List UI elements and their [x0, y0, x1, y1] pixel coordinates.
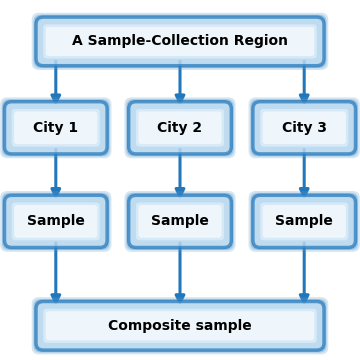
FancyBboxPatch shape	[32, 13, 328, 70]
FancyBboxPatch shape	[126, 193, 234, 250]
FancyBboxPatch shape	[36, 302, 324, 350]
FancyBboxPatch shape	[33, 14, 327, 68]
Text: Sample: Sample	[151, 215, 209, 228]
FancyBboxPatch shape	[248, 191, 360, 252]
FancyBboxPatch shape	[136, 202, 224, 240]
FancyBboxPatch shape	[262, 111, 346, 144]
FancyBboxPatch shape	[260, 202, 348, 240]
FancyBboxPatch shape	[262, 205, 346, 238]
FancyBboxPatch shape	[2, 99, 110, 156]
FancyBboxPatch shape	[126, 99, 234, 156]
FancyBboxPatch shape	[46, 311, 314, 341]
FancyBboxPatch shape	[33, 299, 327, 353]
FancyBboxPatch shape	[32, 297, 328, 354]
FancyBboxPatch shape	[136, 109, 224, 147]
FancyBboxPatch shape	[43, 24, 317, 58]
FancyBboxPatch shape	[253, 102, 355, 154]
FancyBboxPatch shape	[0, 97, 112, 158]
FancyBboxPatch shape	[12, 109, 100, 147]
FancyBboxPatch shape	[4, 102, 107, 154]
FancyBboxPatch shape	[139, 205, 221, 238]
Text: City 1: City 1	[33, 121, 78, 135]
FancyBboxPatch shape	[14, 205, 97, 238]
FancyBboxPatch shape	[129, 102, 231, 154]
FancyBboxPatch shape	[125, 97, 235, 158]
Text: City 2: City 2	[157, 121, 203, 135]
FancyBboxPatch shape	[2, 193, 110, 250]
FancyBboxPatch shape	[260, 109, 348, 147]
FancyBboxPatch shape	[250, 99, 358, 156]
FancyBboxPatch shape	[129, 195, 231, 248]
FancyBboxPatch shape	[139, 111, 221, 144]
FancyBboxPatch shape	[248, 97, 360, 158]
FancyBboxPatch shape	[253, 195, 355, 248]
FancyBboxPatch shape	[43, 309, 317, 343]
FancyBboxPatch shape	[0, 191, 112, 252]
FancyBboxPatch shape	[46, 27, 314, 56]
Text: Composite sample: Composite sample	[108, 319, 252, 333]
FancyBboxPatch shape	[14, 111, 97, 144]
Text: City 3: City 3	[282, 121, 327, 135]
FancyBboxPatch shape	[125, 191, 235, 252]
FancyBboxPatch shape	[12, 202, 100, 240]
FancyBboxPatch shape	[36, 17, 324, 66]
FancyBboxPatch shape	[250, 193, 358, 250]
Text: Sample: Sample	[275, 215, 333, 228]
Text: Sample: Sample	[27, 215, 85, 228]
Text: A Sample-Collection Region: A Sample-Collection Region	[72, 35, 288, 48]
FancyBboxPatch shape	[4, 195, 107, 248]
